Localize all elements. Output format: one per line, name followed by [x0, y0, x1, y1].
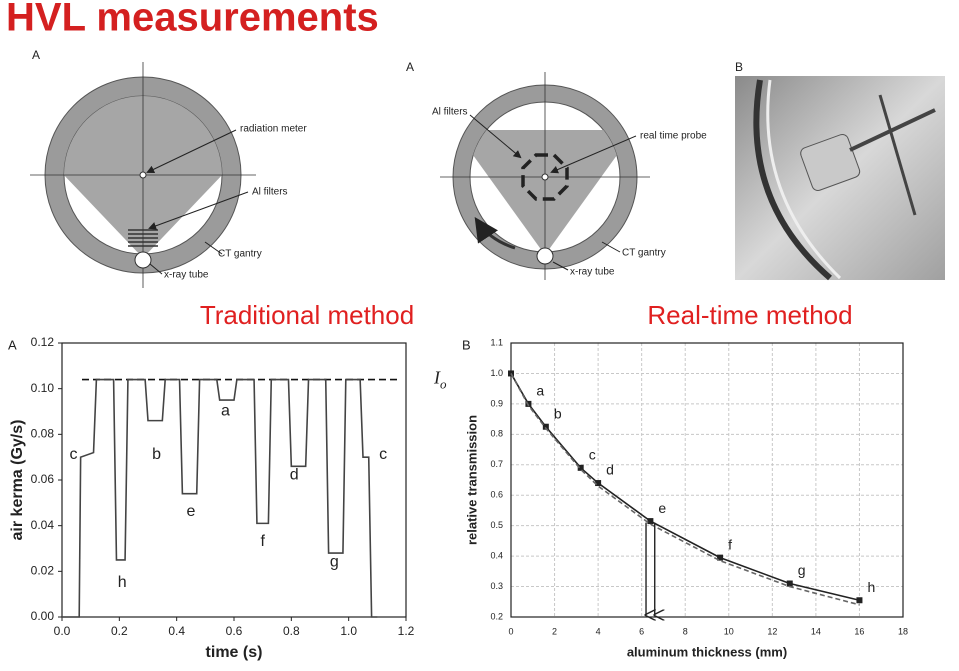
x-tick-label: 14 [811, 626, 821, 636]
point-label: h [867, 579, 875, 595]
x-tick-label: 0.6 [226, 624, 243, 638]
point-label: a [536, 383, 544, 399]
diagram-label: CT gantry [622, 248, 666, 259]
panel-label: A [8, 337, 17, 352]
y-tick-label: 0.04 [31, 518, 55, 532]
diagram-label: Al filters [252, 187, 288, 198]
diagram: A Al filters real time probe CT gantry x… [406, 60, 707, 280]
data-line [510, 373, 860, 606]
panel-label: A [32, 48, 40, 62]
y-tick-label: 1.1 [490, 337, 503, 347]
diagram-label: radiation meter [240, 124, 307, 135]
data-line [62, 378, 378, 618]
x-tick-label: 0.4 [168, 624, 185, 638]
y-tick-label: 0.08 [31, 427, 55, 441]
reference-label-text: I [433, 368, 441, 388]
x-tick-label: 0.2 [111, 624, 128, 638]
chart: Traditional method A 0.00 0.02 0.04 0.06 0.08 0… [8, 300, 447, 661]
y-tick-label: 0.00 [31, 609, 55, 623]
y-tick-label: 0.06 [31, 472, 55, 486]
diagram-label: x-ray tube [164, 270, 209, 281]
y-axis-label: air kerma (Gy/s) [9, 420, 26, 541]
point-label: e [658, 500, 666, 516]
point-label: d [606, 462, 614, 478]
x-tick-label: 12 [767, 626, 777, 636]
panel-label: A [406, 60, 414, 74]
y-tick-label: 0.10 [31, 381, 55, 395]
reference-label: Io [433, 368, 447, 392]
chart-title: Real-time method [647, 300, 852, 330]
annotation: c [379, 446, 387, 463]
annotation: d [290, 467, 299, 484]
y-tick-label: 0.9 [490, 398, 503, 408]
y-tick-label: 0.7 [490, 459, 503, 469]
data-point [542, 423, 549, 430]
plot-frame [510, 342, 904, 618]
annotation: e [187, 503, 196, 520]
chart: Real-time method B 0.2 0.3 0.4 0.5 0.6 0.7 0.8 0.… [462, 300, 908, 660]
y-tick-label: 0.02 [31, 564, 55, 578]
y-tick-label: 1.0 [490, 368, 503, 378]
data-point [647, 518, 654, 525]
x-tick-label: 4 [596, 626, 601, 636]
data-point [786, 580, 793, 587]
point-label: c [589, 447, 596, 463]
reference-label-subscript: o [440, 377, 447, 392]
x-tick-label: 0.0 [54, 624, 71, 638]
photo: B [735, 60, 945, 281]
data-point [856, 597, 863, 604]
annotation: a [221, 403, 230, 420]
diagram-label: CT gantry [218, 249, 262, 260]
plot-frame [61, 342, 407, 618]
x-tick-label: 1.0 [340, 624, 357, 638]
diagram-label: x-ray tube [570, 267, 615, 278]
y-tick-label: 0.2 [490, 611, 503, 621]
y-tick-label: 0.4 [490, 550, 503, 560]
x-tick-label: 6 [639, 626, 644, 636]
x-tick-label: 0.8 [283, 624, 300, 638]
annotation: g [330, 553, 339, 570]
y-tick-label: 0.3 [490, 581, 503, 591]
y-axis-label: relative transmission [464, 415, 479, 545]
x-tick-label: 2 [552, 626, 557, 636]
point-label: g [798, 562, 806, 578]
x-tick-label: 10 [724, 626, 734, 636]
point-label: b [554, 405, 562, 421]
panel-label: B [462, 337, 471, 352]
annotation: h [118, 574, 127, 591]
data-point [717, 554, 724, 561]
x-axis-label: aluminum thickness (mm) [627, 644, 787, 659]
point-label: f [728, 536, 732, 552]
page-title: HVL measurements [6, 0, 379, 40]
x-axis-label: time (s) [206, 644, 263, 661]
y-tick-label: 0.12 [31, 335, 55, 349]
chart-title: Traditional method [200, 300, 414, 330]
data-point [595, 480, 602, 487]
diagram-label: Al filters [432, 107, 468, 118]
annotation: b [152, 446, 161, 463]
y-tick-label: 0.5 [490, 520, 503, 530]
data-point [577, 464, 584, 471]
x-tick-label: 18 [898, 626, 908, 636]
panel-label: B [735, 60, 743, 74]
diagram-label: real time probe [640, 131, 707, 142]
annotation: c [69, 446, 77, 463]
x-tick-label: 8 [683, 626, 688, 636]
x-tick-label: 16 [854, 626, 864, 636]
x-tick-label: 0 [508, 626, 513, 636]
y-tick-label: 0.6 [490, 490, 503, 500]
x-tick-label: 1.2 [398, 624, 415, 638]
diagram: A radiation meter Al filters CT gantry x… [30, 48, 307, 288]
y-tick-label: 0.8 [490, 429, 503, 439]
annotation: f [260, 533, 265, 550]
data-line [510, 373, 860, 602]
